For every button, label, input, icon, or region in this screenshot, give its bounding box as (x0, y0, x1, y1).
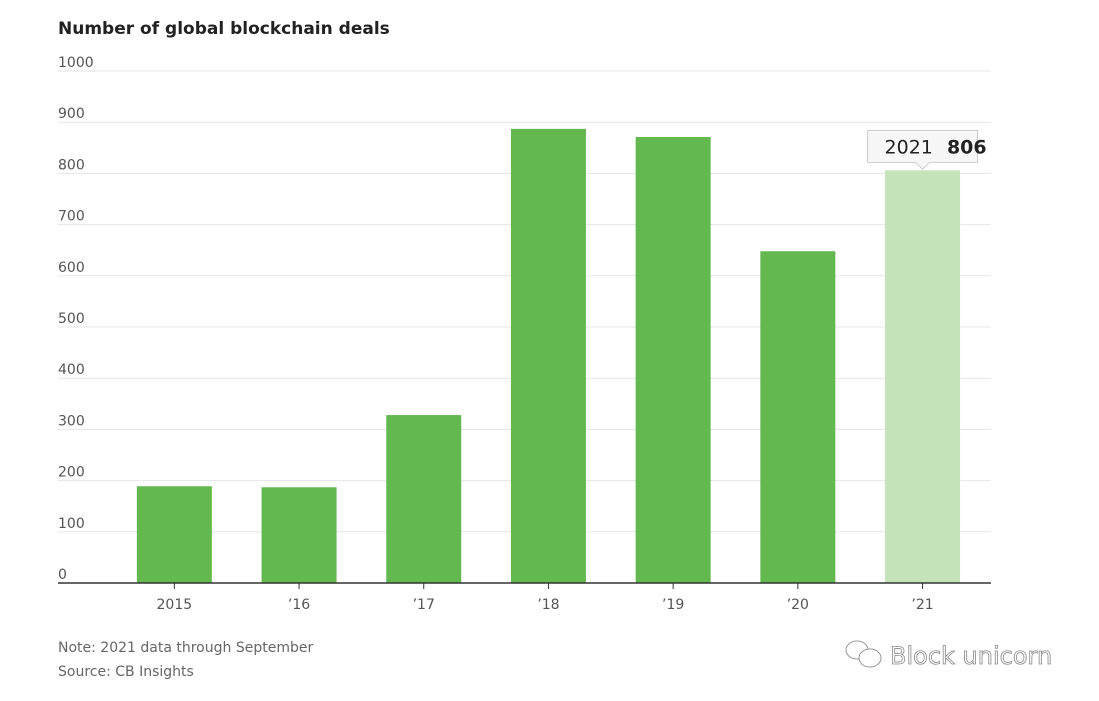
x-tick-label: ’21 (911, 597, 933, 613)
source: Source: CB Insights (58, 664, 194, 680)
bar-0[interactable] (136, 486, 212, 583)
bar-4[interactable] (635, 137, 711, 583)
y-tick-label: 400 (58, 362, 85, 378)
note: Note: 2021 data through September (58, 640, 313, 656)
bar-5[interactable] (760, 251, 836, 583)
y-tick-label: 0 (58, 567, 67, 583)
y-tick-label: 600 (58, 260, 85, 276)
y-tick-label: 200 (58, 465, 85, 481)
y-tick-label: 900 (58, 106, 85, 122)
watermark: Block unicorn (890, 642, 1052, 670)
y-tick-label: 100 (58, 516, 85, 532)
bar-6[interactable] (885, 170, 961, 583)
x-tick-label: ’17 (413, 597, 435, 613)
chart-title: Number of global blockchain deals (58, 19, 390, 39)
tooltip: 2021 806 (867, 129, 987, 171)
bar-1[interactable] (261, 487, 337, 583)
x-tick-label: 2015 (157, 597, 193, 613)
x-tick-label: ’18 (537, 597, 559, 613)
tooltip-text: 2021 806 (885, 136, 987, 158)
y-tick-label: 500 (58, 311, 85, 327)
tooltip-value: 806 (947, 136, 987, 158)
x-tick-label: ’20 (787, 597, 809, 613)
y-tick-label: 300 (58, 413, 85, 429)
bar-2[interactable] (386, 415, 462, 583)
tooltip-label: 2021 (885, 136, 933, 158)
x-tick-label: ’19 (662, 597, 684, 613)
bar-3[interactable] (510, 128, 586, 583)
y-tick-label: 800 (58, 157, 85, 173)
wechat-icon (845, 640, 882, 668)
y-tick-label: 1000 (58, 55, 94, 71)
x-tick-label: ’16 (288, 597, 310, 613)
y-tick-label: 700 (58, 209, 85, 225)
